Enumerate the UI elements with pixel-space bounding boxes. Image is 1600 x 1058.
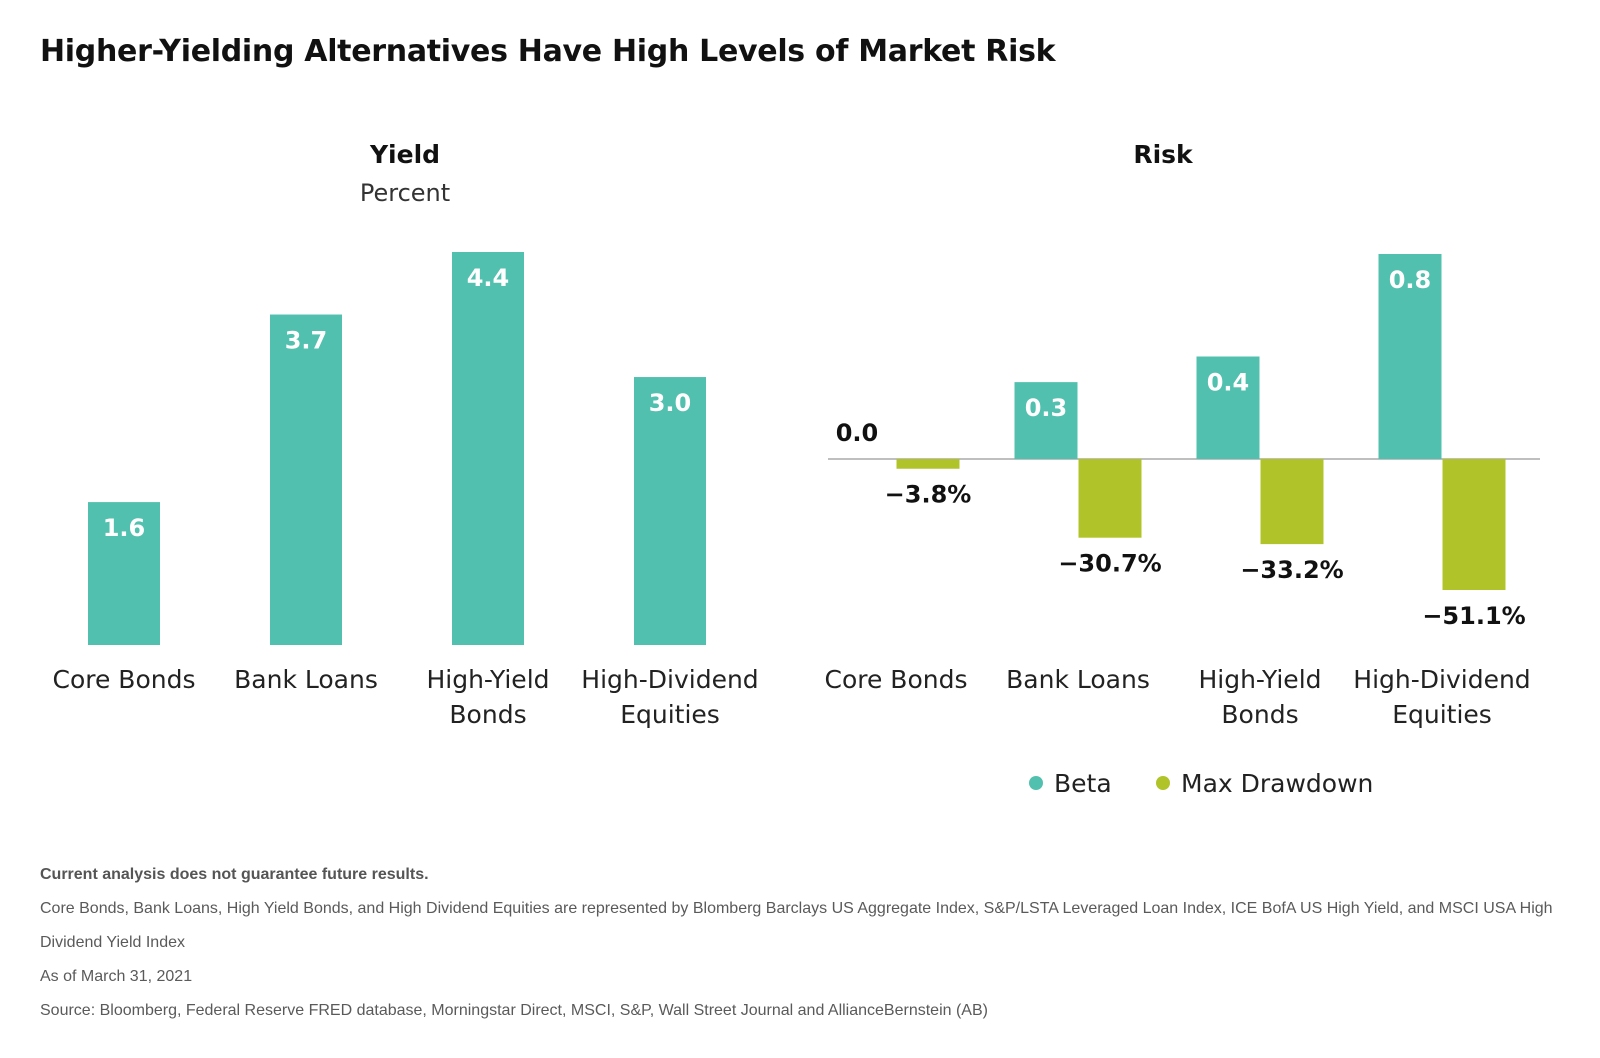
footer-source: Source: Bloomberg, Federal Reserve FRED … <box>40 1002 988 1019</box>
risk-category-label: Bank Loans <box>1006 665 1150 694</box>
risk-category-label: Bonds <box>1221 700 1298 729</box>
footer-disclaimer: Current analysis does not guarantee futu… <box>40 866 429 883</box>
legend-beta-label: Beta <box>1054 769 1112 798</box>
drawdown-bar <box>1078 459 1142 538</box>
yield-bar <box>634 377 706 645</box>
yield-chart-subtitle: Percent <box>360 179 450 207</box>
beta-data-label: 0.4 <box>1207 369 1250 397</box>
yield-category-label: Core Bonds <box>53 665 196 694</box>
beta-data-label: 0.3 <box>1025 394 1068 422</box>
drawdown-data-label: −51.1% <box>1422 602 1525 630</box>
risk-chart-title: Risk <box>1133 140 1194 169</box>
drawdown-data-label: −3.8% <box>885 481 972 509</box>
yield-category-label: High-Yield <box>426 665 549 694</box>
yield-data-label: 4.4 <box>467 264 510 292</box>
legend-drawdown-swatch <box>1156 776 1170 790</box>
footer-note: Core Bonds, Bank Loans, High Yield Bonds… <box>40 900 1553 951</box>
drawdown-data-label: −30.7% <box>1058 550 1161 578</box>
risk-category-label: High-Yield <box>1198 665 1321 694</box>
risk-category-label: Equities <box>1392 700 1492 729</box>
footer-date: As of March 31, 2021 <box>40 968 193 985</box>
yield-bar <box>452 252 524 645</box>
drawdown-bar <box>896 459 960 469</box>
yield-bar <box>88 502 160 645</box>
yield-category-label: Equities <box>620 700 720 729</box>
risk-category-label: High-Dividend <box>1353 665 1530 694</box>
beta-bar <box>1196 356 1260 459</box>
chart-title: Higher-Yielding Alternatives Have High L… <box>40 34 1056 69</box>
footer: Current analysis does not guarantee futu… <box>40 858 1570 1028</box>
drawdown-bar <box>1260 459 1324 545</box>
yield-data-label: 1.6 <box>103 514 146 542</box>
drawdown-bar <box>1442 459 1506 590</box>
beta-data-label: 0.8 <box>1389 266 1432 294</box>
beta-data-label: 0.0 <box>836 419 879 447</box>
chart-area: Yield Percent 1.6 3.7 4.4 3.0 Core Bonds Bank L… <box>53 140 1540 798</box>
beta-bar <box>1378 254 1442 459</box>
risk-category-label: Core Bonds <box>825 665 968 694</box>
legend-beta-swatch <box>1029 776 1043 790</box>
legend-drawdown-label: Max Drawdown <box>1181 769 1373 798</box>
yield-bar <box>270 314 342 645</box>
drawdown-data-label: −33.2% <box>1240 556 1343 584</box>
yield-data-label: 3.7 <box>285 327 328 355</box>
yield-data-label: 3.0 <box>649 389 692 417</box>
yield-category-label: Bank Loans <box>234 665 378 694</box>
beta-bar <box>1014 382 1078 459</box>
yield-category-label: Bonds <box>449 700 526 729</box>
yield-category-label: High-Dividend <box>581 665 758 694</box>
yield-chart-title: Yield <box>369 140 440 169</box>
